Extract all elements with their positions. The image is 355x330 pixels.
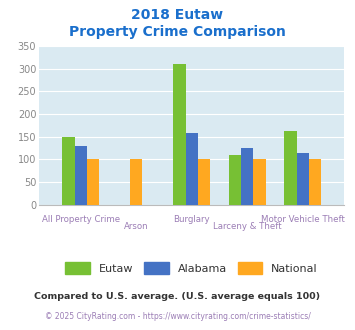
- Text: Motor Vehicle Theft: Motor Vehicle Theft: [261, 214, 345, 223]
- Text: Larceny & Theft: Larceny & Theft: [213, 222, 282, 231]
- Bar: [253, 159, 266, 205]
- Bar: [186, 133, 198, 205]
- Text: 2018 Eutaw: 2018 Eutaw: [131, 8, 224, 22]
- Bar: [87, 159, 99, 205]
- Bar: [173, 64, 186, 205]
- Text: Arson: Arson: [124, 222, 148, 231]
- Text: Burglary: Burglary: [173, 214, 210, 223]
- Bar: [309, 159, 321, 205]
- Bar: [229, 155, 241, 205]
- Text: Compared to U.S. average. (U.S. average equals 100): Compared to U.S. average. (U.S. average …: [34, 292, 321, 301]
- Bar: [62, 137, 75, 205]
- Text: All Property Crime: All Property Crime: [42, 214, 120, 223]
- Legend: Eutaw, Alabama, National: Eutaw, Alabama, National: [61, 258, 322, 278]
- Bar: [241, 148, 253, 205]
- Text: Property Crime Comparison: Property Crime Comparison: [69, 25, 286, 39]
- Bar: [297, 152, 309, 205]
- Bar: [130, 159, 142, 205]
- Text: © 2025 CityRating.com - https://www.cityrating.com/crime-statistics/: © 2025 CityRating.com - https://www.city…: [45, 312, 310, 321]
- Bar: [284, 131, 297, 205]
- Bar: [75, 146, 87, 205]
- Bar: [198, 159, 210, 205]
